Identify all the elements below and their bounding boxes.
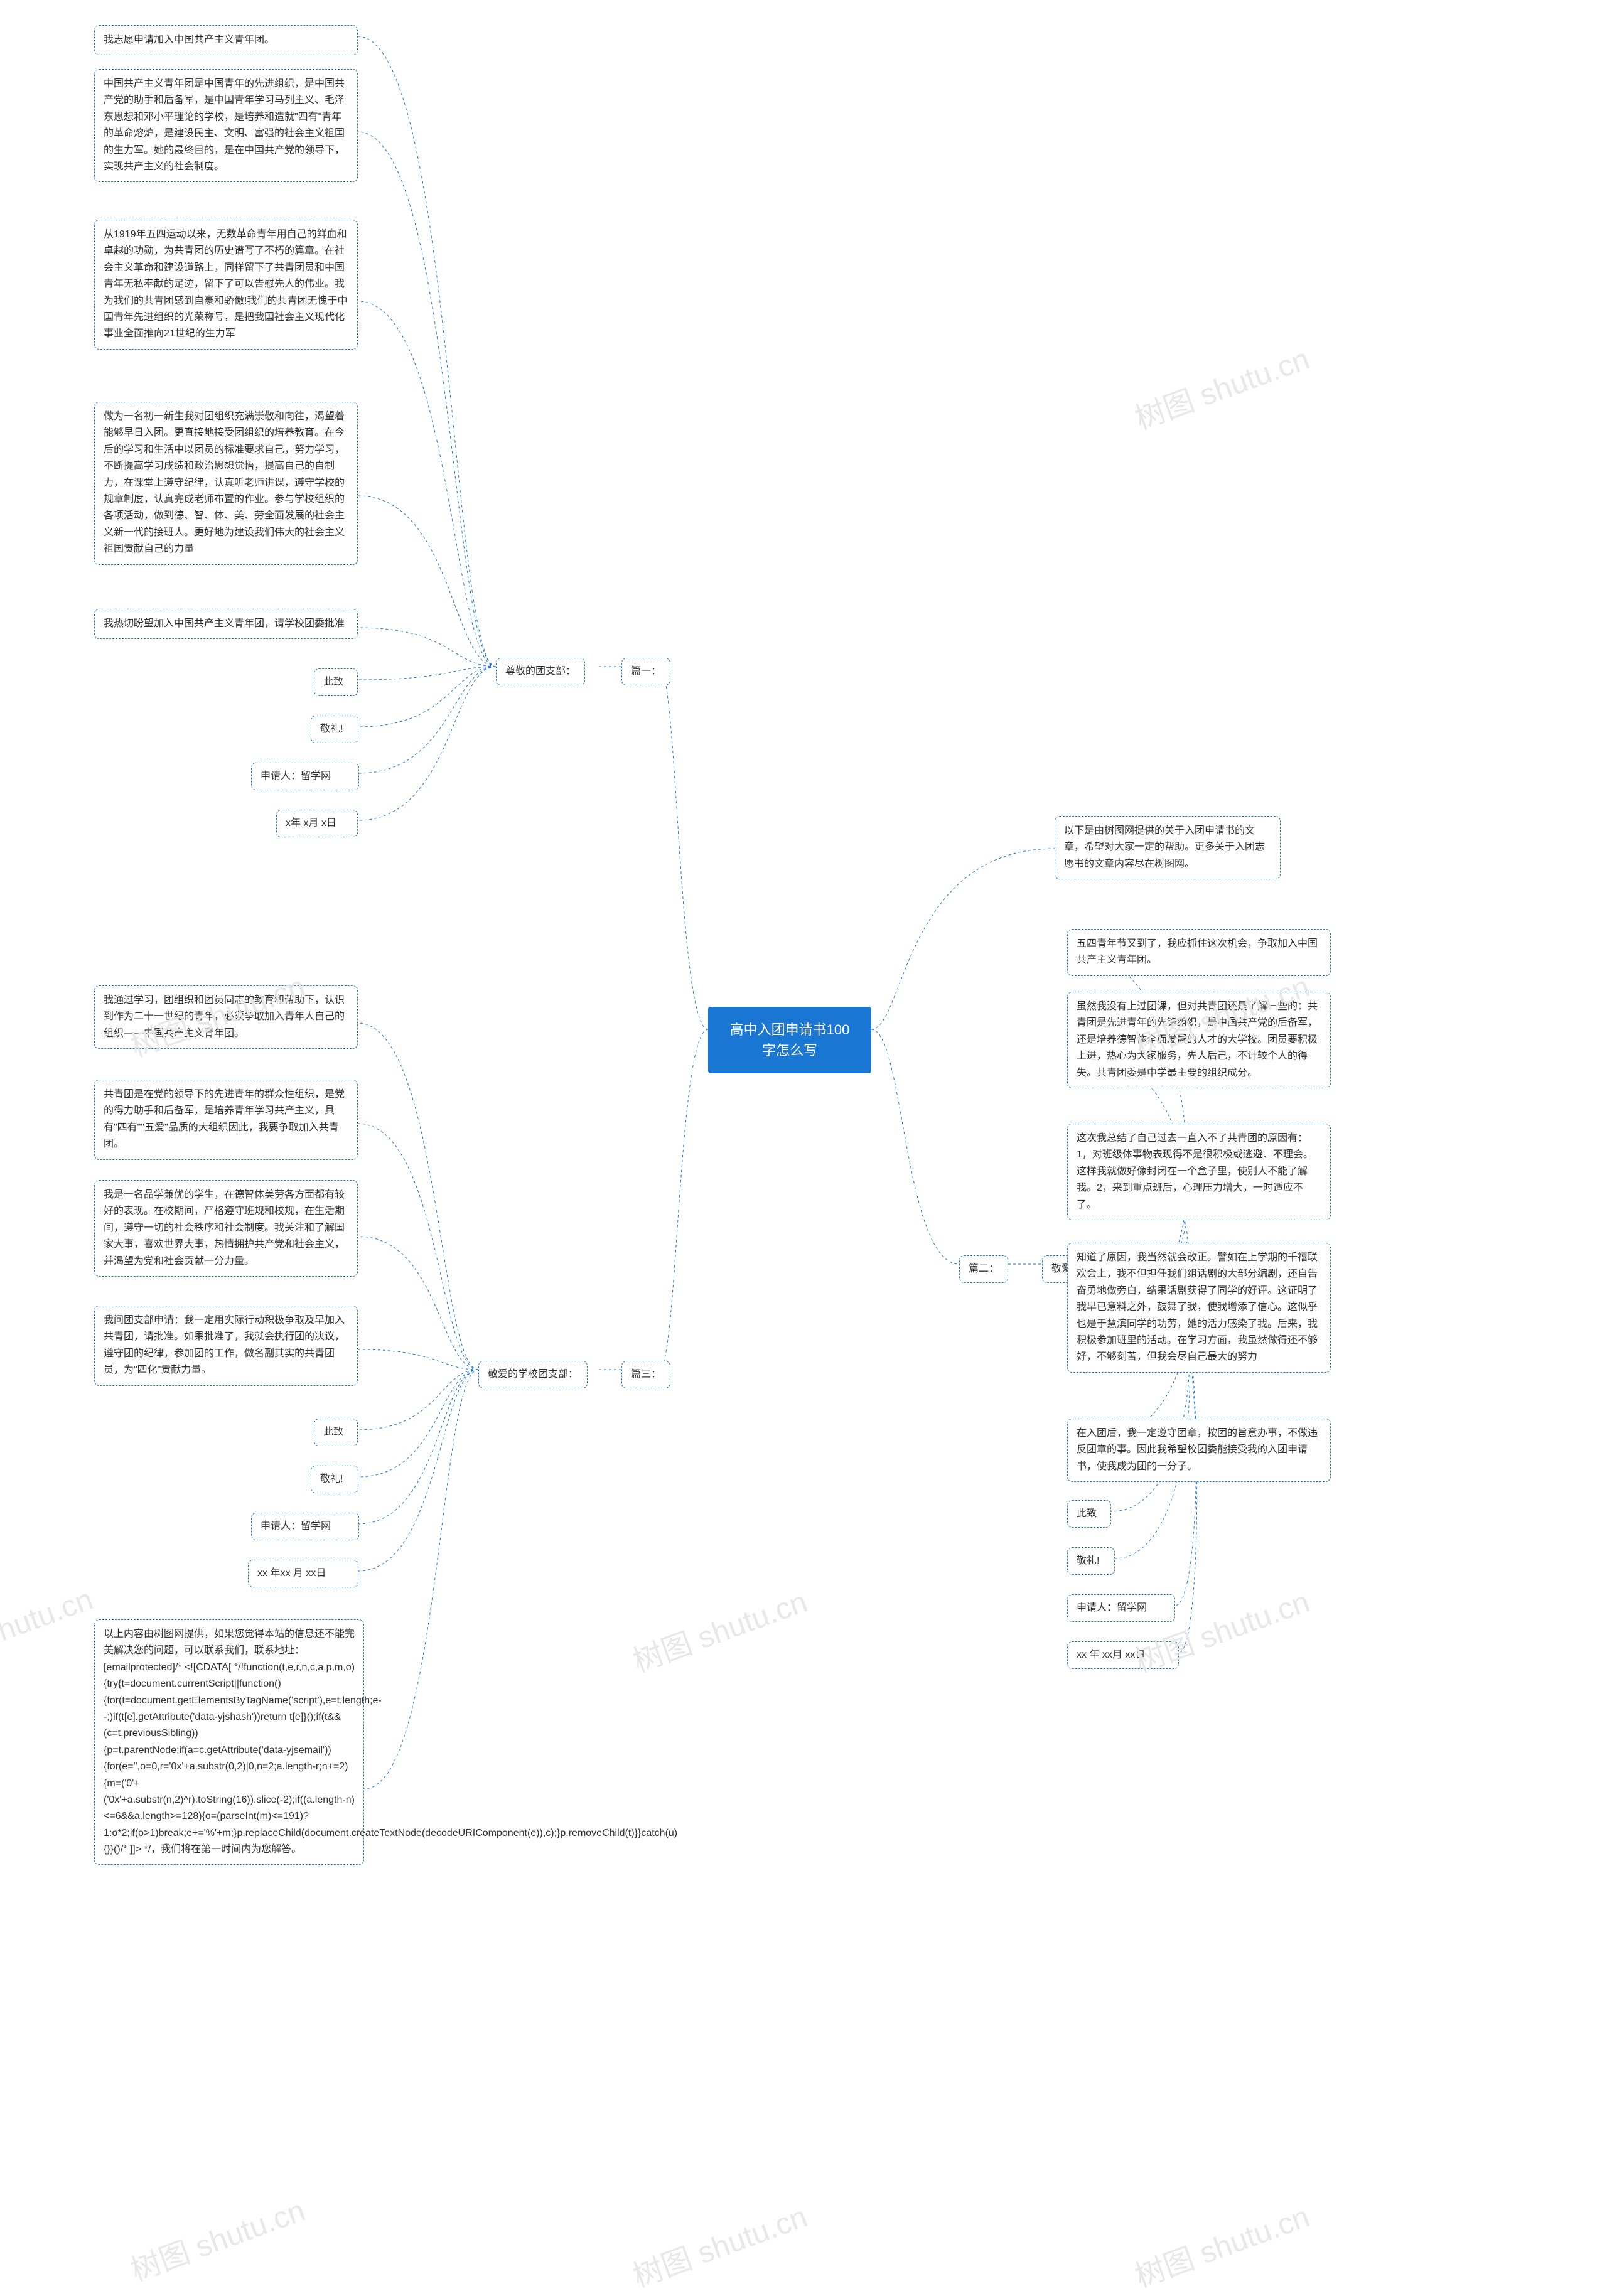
p2-item-7: 申请人：留学网 <box>1067 1594 1175 1622</box>
branch-p3-honor: 敬爱的学校团支部： <box>478 1361 588 1388</box>
p3-item-text-3: 我问团支部申请：我一定用实际行动积极争取及早加入共青团，请批准。如果批准了，我就… <box>104 1315 345 1375</box>
p2-item-text-5: 此致 <box>1077 1508 1097 1519</box>
p2-item-text-4: 在入团后，我一定遵守团章，按团的旨意办事，不做违反团章的事。因此我希望校团委能接… <box>1077 1428 1318 1472</box>
p1-item-text-5: 此致 <box>323 677 343 687</box>
p3-item-text-1: 共青团是在党的领导下的先进青年的群众性组织，是党的得力助手和后备军，是培养青年学… <box>104 1089 345 1149</box>
p3-item-3: 我问团支部申请：我一定用实际行动积极争取及早加入共青团，请批准。如果批准了，我就… <box>94 1306 358 1386</box>
p2-item-2: 这次我总结了自己过去一直入不了共青团的原因有：1，对班级体事物表现得不是很积极或… <box>1067 1124 1331 1220</box>
p3-item-0: 我通过学习，团组织和团员同志的教育和帮助下，认识到作为二十一世纪的青年，必须争取… <box>94 985 358 1049</box>
p1-item-text-2: 从1919年五四运动以来，无数革命青年用自己的鲜血和卓越的功勋，为共青团的历史谱… <box>104 229 347 339</box>
p2-item-text-6: 敬礼! <box>1077 1555 1099 1566</box>
p2-item-text-0: 五四青年节又到了，我应抓住这次机会，争取加入中国共产主义青年团。 <box>1077 938 1318 965</box>
p1-item-text-1: 中国共产主义青年团是中国青年的先进组织，是中国共产党的助手和后备军，是中国青年学… <box>104 78 345 172</box>
p1-item-6: 敬礼! <box>311 716 358 743</box>
p2-item-8: xx 年 xx月 xx日 <box>1067 1641 1179 1669</box>
watermark-2: shutu.cn <box>0 1582 97 1654</box>
center-node: 高中入团申请书100字怎么写 <box>708 1007 871 1073</box>
p2-item-5: 此致 <box>1067 1500 1111 1528</box>
p2-item-text-1: 虽然我没有上过团课，但对共青团还是了解一些的：共青团是先进青年的先锋组织，是中国… <box>1077 1001 1318 1078</box>
p2-item-4: 在入团后，我一定遵守团章，按团的旨意办事，不做违反团章的事。因此我希望校团委能接… <box>1067 1419 1331 1482</box>
watermark-1: 树图 shutu.cn <box>124 2186 310 2289</box>
p3-item-7: xx 年xx 月 xx日 <box>248 1560 358 1587</box>
p3-item-text-4: 此致 <box>323 1427 343 1437</box>
p3-item-4: 此致 <box>314 1419 358 1446</box>
p1-item-text-7: 申请人：留学网 <box>261 771 331 781</box>
p2-item-0: 五四青年节又到了，我应抓住这次机会，争取加入中国共产主义青年团。 <box>1067 929 1331 976</box>
watermark-4: 树图 shutu.cn <box>1128 334 1314 437</box>
p1-item-7: 申请人：留学网 <box>251 763 359 790</box>
p2-item-3: 知道了原因，我当然就会改正。譬如在上学期的千禧联欢会上，我不但担任我们组话剧的大… <box>1067 1243 1331 1373</box>
p2-item-text-8: xx 年 xx月 xx日 <box>1077 1650 1145 1660</box>
p3-item-text-2: 我是一名品学兼优的学生，在德智体美劳各方面都有较好的表现。在校期间，严格遵守班规… <box>104 1189 345 1267</box>
p1-item-1: 中国共产主义青年团是中国青年的先进组织，是中国共产党的助手和后备军，是中国青年学… <box>94 69 358 182</box>
p3-item-text-5: 敬礼! <box>320 1474 343 1484</box>
center-title: 高中入团申请书100字怎么写 <box>730 1022 850 1058</box>
p2-item-text-7: 申请人：留学网 <box>1077 1602 1147 1613</box>
p3-item-text-7: xx 年xx 月 xx日 <box>257 1568 326 1579</box>
p3-honor-text: 敬爱的学校团支部： <box>488 1369 578 1380</box>
p2-item-text-3: 知道了原因，我当然就会改正。譬如在上学期的千禧联欢会上，我不但担任我们组话剧的大… <box>1077 1252 1318 1362</box>
p1-item-3: 做为一名初一新生我对团组织充满崇敬和向往，渴望着能够早日入团。更直接地接受团组织… <box>94 402 358 565</box>
p3-label-text: 篇三： <box>631 1369 661 1380</box>
p2-item-1: 虽然我没有上过团课，但对共青团还是了解一些的：共青团是先进青年的先锋组织，是中国… <box>1067 992 1331 1088</box>
p2-item-6: 敬礼! <box>1067 1547 1115 1575</box>
intro-right-text: 以下是由树图网提供的关于入团申请书的文章，希望对大家一定的帮助。更多关于入团志愿… <box>1064 825 1265 869</box>
p1-item-text-6: 敬礼! <box>320 724 343 734</box>
p3-item-2: 我是一名品学兼优的学生，在德智体美劳各方面都有较好的表现。在校期间，严格遵守班规… <box>94 1180 358 1277</box>
intro-right-node: 以下是由树图网提供的关于入团申请书的文章，希望对大家一定的帮助。更多关于入团志愿… <box>1055 816 1281 879</box>
branch-p2-label: 篇二： <box>959 1255 1008 1283</box>
watermark-3: 树图 shutu.cn <box>626 1577 812 1680</box>
p3-item-8: 以上内容由树图网提供，如果您觉得本站的信息还不能完美解决您的问题，可以联系我们，… <box>94 1619 364 1865</box>
p2-label-text: 篇二： <box>969 1263 999 1274</box>
p1-item-0: 我志愿申请加入中国共产主义青年团。 <box>94 25 358 55</box>
p3-item-text-0: 我通过学习，团组织和团员同志的教育和帮助下，认识到作为二十一世纪的青年，必须争取… <box>104 995 345 1039</box>
branch-p3-label: 篇三： <box>621 1361 670 1388</box>
p1-item-8: x年 x月 x日 <box>276 810 358 837</box>
p1-item-text-4: 我热切盼望加入中国共产主义青年团，请学校团委批准 <box>104 618 345 629</box>
watermark-7: 树图 shutu.cn <box>1128 2192 1314 2295</box>
p2-item-text-2: 这次我总结了自己过去一直入不了共青团的原因有：1，对班级体事物表现得不是很积极或… <box>1077 1133 1313 1210</box>
p3-item-text-6: 申请人：留学网 <box>261 1521 331 1532</box>
p3-item-6: 申请人：留学网 <box>251 1513 359 1540</box>
p3-item-text-8: 以上内容由树图网提供，如果您觉得本站的信息还不能完美解决您的问题，可以联系我们，… <box>104 1629 677 1855</box>
p1-honor-text: 尊敬的团支部： <box>505 666 576 677</box>
p1-item-5: 此致 <box>314 668 358 696</box>
p1-item-text-0: 我志愿申请加入中国共产主义青年团。 <box>104 35 274 45</box>
p1-item-2: 从1919年五四运动以来，无数革命青年用自己的鲜血和卓越的功勋，为共青团的历史谱… <box>94 220 358 350</box>
p1-item-text-8: x年 x月 x日 <box>286 818 336 829</box>
branch-p1-label: 篇一： <box>621 658 670 685</box>
p1-item-4: 我热切盼望加入中国共产主义青年团，请学校团委批准 <box>94 609 358 639</box>
p1-item-text-3: 做为一名初一新生我对团组织充满崇敬和向往，渴望着能够早日入团。更直接地接受团组织… <box>104 411 345 554</box>
p1-label-text: 篇一： <box>631 666 661 677</box>
p3-item-5: 敬礼! <box>311 1466 358 1493</box>
branch-p1-honor: 尊敬的团支部： <box>496 658 585 685</box>
watermark-8: 树图 shutu.cn <box>626 2192 812 2295</box>
p3-item-1: 共青团是在党的领导下的先进青年的群众性组织，是党的得力助手和后备军，是培养青年学… <box>94 1080 358 1160</box>
